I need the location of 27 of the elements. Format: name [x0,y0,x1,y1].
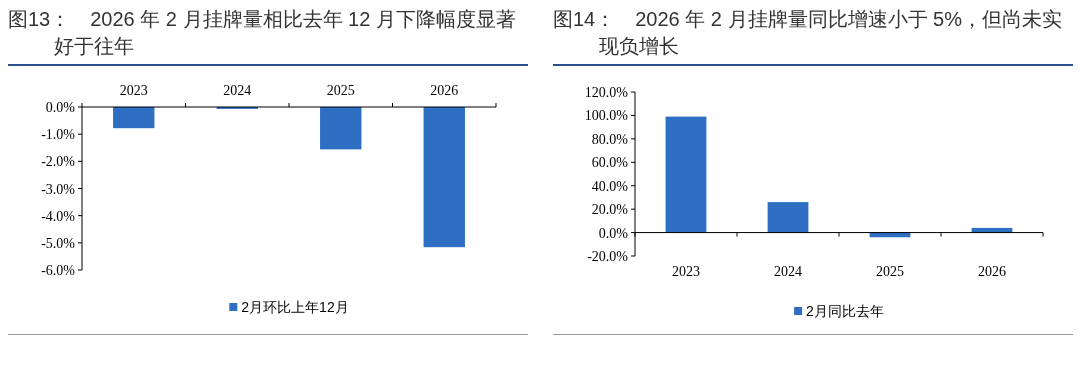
y-tick-label: 20.0% [591,202,629,218]
x-tick-label: 2023 [672,264,700,279]
x-tick-label: 2024 [223,83,252,98]
y-tick-label: 0.0% [45,100,76,115]
y-tick-label: -2.0% [41,154,76,170]
y-tick-label: -5.0% [41,235,76,251]
y-tick-label: -20.0% [587,249,629,264]
y-tick-label: -3.0% [41,181,76,197]
y-tick-label: 40.0% [591,178,629,194]
y-tick-label: -4.0% [41,208,76,224]
y-tick-label: -6.0% [41,263,76,278]
x-tick-label: 2025 [876,264,904,279]
y-tick-label: 0.0% [598,225,629,241]
chart-title: 图14： 2026 年 2 月挂牌量同比增速小于 5%，但尚未实现负增长 [553,6,1073,66]
legend-label: 2月环比上年12月 [241,299,349,315]
y-tick-label: 120.0% [584,85,629,100]
legend-label: 2月同比去年 [806,303,884,319]
chart-title: 图13： 2026 年 2 月挂牌量相比去年 12 月下降幅度显著好于往年 [8,6,528,66]
y-tick-label: 80.0% [591,131,629,147]
x-tick-label: 2025 [326,83,355,98]
y-tick-label: -1.0% [41,127,76,143]
y-tick-label: 100.0% [584,108,629,124]
x-tick-label: 2026 [978,264,1006,279]
x-tick-label: 2026 [430,83,459,98]
x-tick-label: 2024 [774,264,802,279]
x-tick-label: 2023 [119,83,148,98]
y-tick-label: 60.0% [591,155,629,171]
